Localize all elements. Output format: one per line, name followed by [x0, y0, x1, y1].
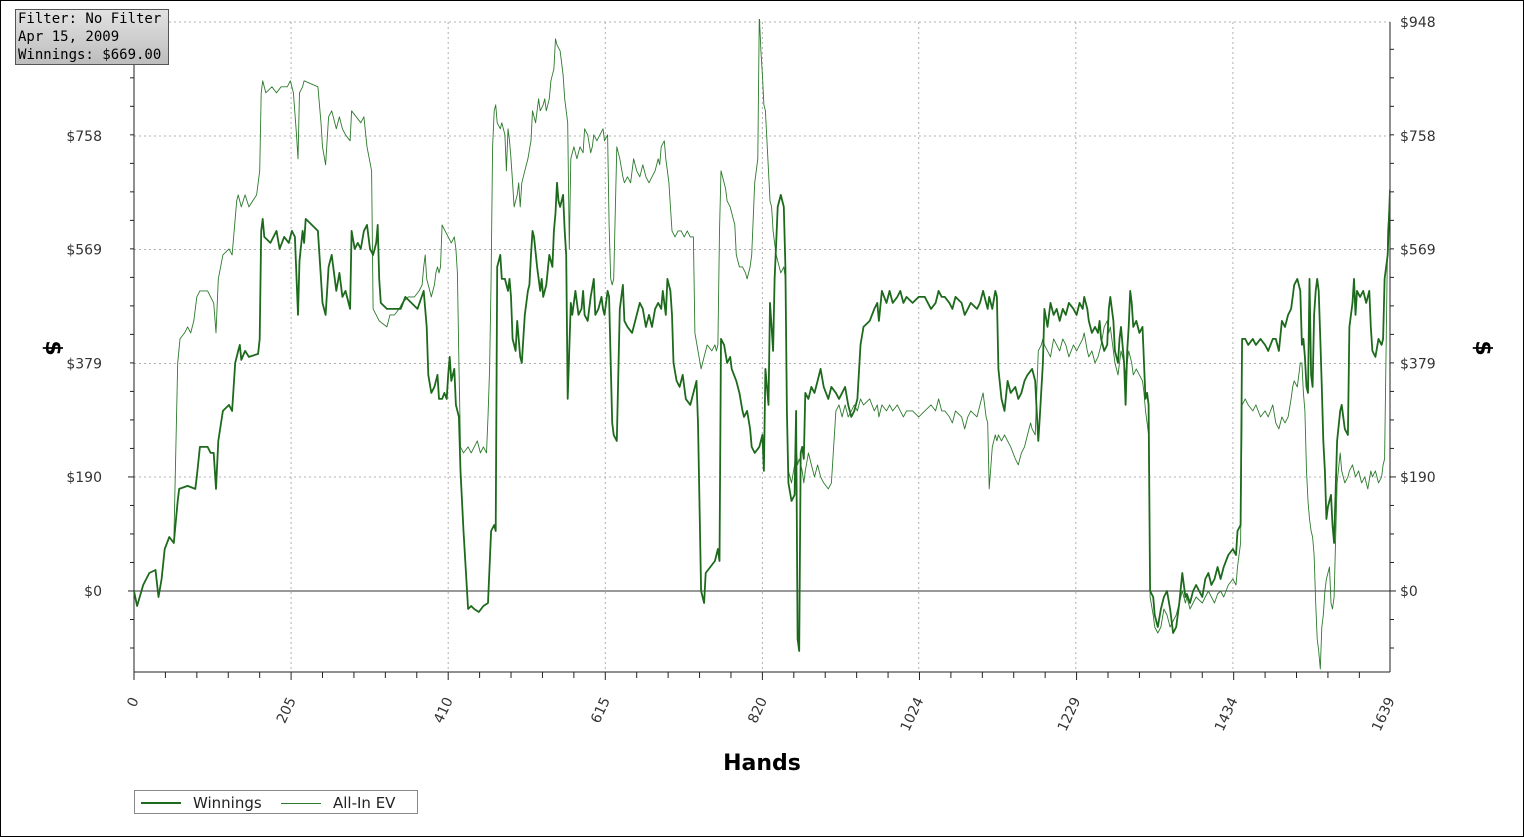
- date-text: Apr 15, 2009: [18, 29, 120, 45]
- x-axis-title: Hands: [723, 751, 801, 776]
- y-tick-label-right: $190: [1400, 470, 1436, 486]
- x-tick-label: 1434: [1212, 695, 1242, 734]
- y-tick-label-right: $758: [1400, 129, 1436, 145]
- x-tick-label: 820: [745, 695, 771, 726]
- x-tick-label: 1024: [898, 695, 928, 734]
- y-axis-title-left: $: [40, 340, 65, 355]
- legend-swatch-winnings: [141, 802, 181, 804]
- x-tick-label: 0: [124, 695, 142, 710]
- x-tick-label: 205: [274, 695, 300, 726]
- legend-item-allin-ev: All-In EV: [281, 793, 395, 813]
- info-box: Filter: No Filter Apr 15, 2009 Winnings:…: [15, 9, 169, 65]
- legend-label-allin-ev: All-In EV: [333, 794, 396, 812]
- grid-lines: [134, 21, 1390, 672]
- y-axis-title-right: $: [1470, 340, 1495, 355]
- winnings-text: Winnings: $669.00: [18, 47, 162, 63]
- legend-label-winnings: Winnings: [193, 794, 262, 812]
- series-lines: [134, 19, 1390, 670]
- y-tick-label-left: $758: [66, 129, 102, 145]
- y-tick-label-right: $948: [1400, 15, 1436, 31]
- y-tick-label-right: $0: [1400, 584, 1418, 600]
- filter-text: Filter: No Filter: [18, 11, 162, 27]
- legend: Winnings All-In EV: [134, 790, 418, 814]
- x-tick-label: 1639: [1369, 695, 1399, 734]
- y-tick-label-left: $190: [66, 470, 102, 486]
- x-tick-label: 1229: [1055, 695, 1085, 734]
- tick-labels: $0 $0 $190 $190 $379 $379 $569 $569 $758 $758 $948…: [66, 15, 1435, 734]
- allin-ev-line: [134, 19, 1390, 670]
- y-tick-label-left: $0: [84, 584, 102, 600]
- y-tick-label-right: $569: [1400, 242, 1436, 258]
- x-tick-label: 410: [431, 695, 457, 726]
- winnings-line: [134, 181, 1390, 652]
- axes: [128, 22, 1396, 680]
- y-tick-label-left: $569: [66, 242, 102, 258]
- legend-item-winnings: Winnings: [141, 793, 262, 813]
- y-tick-label-right: $379: [1400, 357, 1436, 373]
- x-tick-label: 615: [588, 695, 614, 726]
- y-tick-label-left: $379: [66, 357, 102, 373]
- legend-swatch-allin-ev: [281, 802, 321, 804]
